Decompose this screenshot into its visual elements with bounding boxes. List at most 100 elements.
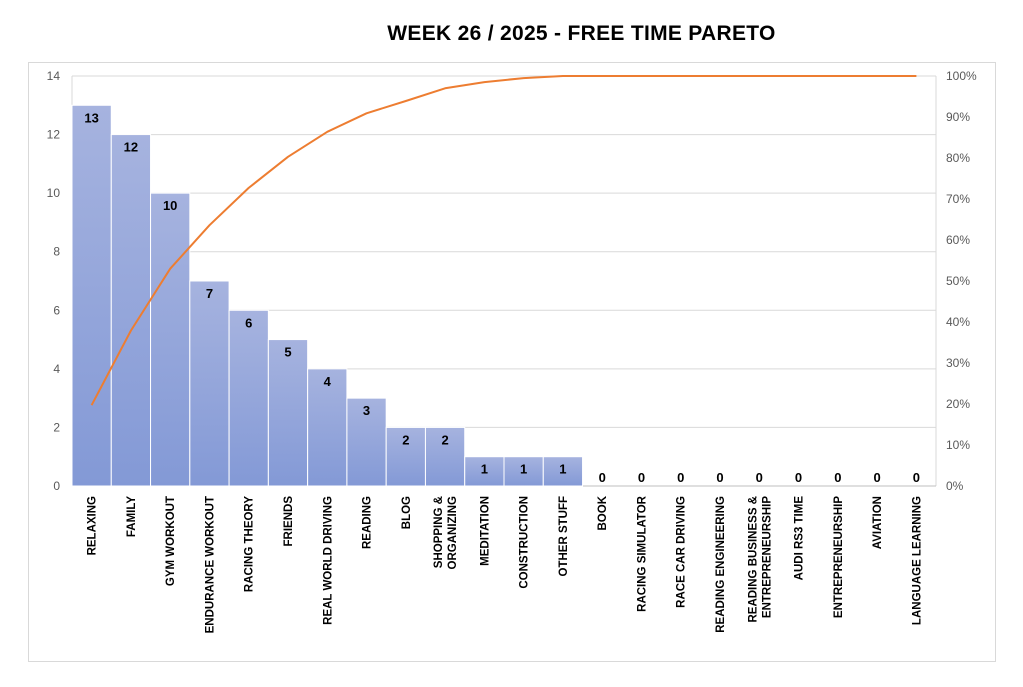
category-label-line: FRIENDS <box>283 496 295 547</box>
y-tick-label: 2 <box>53 420 60 434</box>
category-label-line: ENDURANCE WORKOUT <box>204 496 216 633</box>
category-label: SHOPPING & ORGANIZING <box>433 496 459 570</box>
y2-tick-label: 80% <box>946 151 970 165</box>
data-label: 0 <box>873 470 880 485</box>
category-label: GYM WORKOUT <box>165 496 177 586</box>
data-label: 10 <box>163 198 177 213</box>
category-label: RACING SIMULATOR <box>636 495 648 612</box>
data-label: 0 <box>716 470 723 485</box>
data-label: 0 <box>913 470 920 485</box>
y2-tick-label: 50% <box>946 274 970 288</box>
category-label: FAMILY <box>126 496 138 537</box>
category-label: READING <box>362 496 374 549</box>
category-label-line: BLOG <box>401 496 413 529</box>
data-label: 0 <box>599 470 606 485</box>
y2-tick-label: 20% <box>946 397 970 411</box>
data-label: 13 <box>84 110 98 125</box>
category-label: BOOK <box>597 495 609 530</box>
data-label: 0 <box>834 470 841 485</box>
y2-tick-label: 40% <box>946 315 970 329</box>
data-label: 2 <box>441 432 448 447</box>
category-label: AUDI RS3 TIME <box>794 496 806 581</box>
y2-tick-label: 10% <box>946 438 970 452</box>
y-tick-label: 0 <box>53 479 60 493</box>
category-label: BLOG <box>401 496 413 529</box>
y-tick-label: 6 <box>53 303 60 317</box>
category-label-line: OTHER STUFF <box>558 496 570 577</box>
category-label-line: AVIATION <box>872 496 884 549</box>
category-label: ENTREPRENEURSHIP <box>833 496 845 618</box>
category-label: ENDURANCE WORKOUT <box>204 496 216 633</box>
chart-area <box>28 62 996 662</box>
data-label: 0 <box>756 470 763 485</box>
category-label: FRIENDS <box>283 496 295 547</box>
chart-title: WEEK 26 / 2025 - FREE TIME PARETO <box>387 22 776 45</box>
category-label-line: BOOK <box>597 495 609 530</box>
data-label: 0 <box>795 470 802 485</box>
y2-tick-label: 70% <box>946 192 970 206</box>
category-label-line: ORGANIZING <box>447 496 459 570</box>
data-label: 4 <box>324 374 332 389</box>
category-label-line: ENTREPRENEURSHIP <box>833 496 845 618</box>
y2-tick-label: 90% <box>946 110 970 124</box>
category-label: MEDITATION <box>479 496 491 566</box>
bar <box>503 456 544 487</box>
data-label: 7 <box>206 286 213 301</box>
data-label: 0 <box>677 470 684 485</box>
y-tick-label: 14 <box>47 69 61 83</box>
category-label-line: REAL WORLD DRIVING <box>322 496 334 625</box>
category-label-line: AUDI RS3 TIME <box>794 496 806 581</box>
category-label: RACING THEORY <box>244 496 256 592</box>
data-label: 0 <box>638 470 645 485</box>
y2-tick-label: 0% <box>946 479 964 493</box>
y-tick-label: 10 <box>47 186 61 200</box>
category-label-line: SHOPPING & <box>433 496 445 568</box>
bar <box>542 456 584 487</box>
y2-tick-label: 60% <box>946 233 970 247</box>
category-label-line: RACE CAR DRIVING <box>676 496 688 608</box>
category-label-line: CONSTRUCTION <box>519 496 531 589</box>
y2-tick-label: 30% <box>946 356 970 370</box>
bar <box>267 339 309 487</box>
data-label: 1 <box>559 462 566 477</box>
data-label: 1 <box>481 462 488 477</box>
data-label: 2 <box>402 432 409 447</box>
category-label: LANGUAGE LEARNING <box>911 496 923 625</box>
category-label-line: RELAXING <box>87 496 99 555</box>
y-tick-label: 4 <box>53 362 60 376</box>
category-label-line: MEDITATION <box>479 496 491 566</box>
bar <box>346 397 387 487</box>
category-label: READING ENGINEERING <box>715 496 727 633</box>
y2-tick-label: 100% <box>946 69 977 83</box>
bar <box>150 192 191 487</box>
category-label-line: READING ENGINEERING <box>715 496 727 633</box>
category-label: REAL WORLD DRIVING <box>322 496 334 625</box>
category-label: RACE CAR DRIVING <box>676 496 688 608</box>
category-label-line: RACING SIMULATOR <box>636 495 648 612</box>
category-label-line: LANGUAGE LEARNING <box>911 496 923 625</box>
category-label: AVIATION <box>872 496 884 549</box>
category-label-line: FAMILY <box>126 496 138 537</box>
category-label-line: ENTREPRENEURSHIP <box>761 496 773 618</box>
category-label: CONSTRUCTION <box>519 496 531 589</box>
data-label: 3 <box>363 403 370 418</box>
category-label: READING BUSINESS & ENTREPRENEURSHIP <box>747 496 773 623</box>
y-tick-label: 8 <box>53 245 60 259</box>
category-label-line: RACING THEORY <box>244 496 256 592</box>
category-label: RELAXING <box>87 496 99 555</box>
cumulative-line <box>90 75 917 406</box>
bar <box>228 309 269 487</box>
y-tick-label: 12 <box>47 128 61 142</box>
category-label: OTHER STUFF <box>558 496 570 577</box>
bar <box>71 104 112 487</box>
data-label: 12 <box>124 140 138 155</box>
category-label-line: READING BUSINESS & <box>747 496 759 623</box>
bar <box>464 456 505 487</box>
data-label: 5 <box>284 345 291 360</box>
data-label: 1 <box>520 462 527 477</box>
bar <box>189 280 230 487</box>
category-label-line: READING <box>362 496 374 549</box>
category-label-line: GYM WORKOUT <box>165 496 177 586</box>
data-label: 6 <box>245 315 252 330</box>
